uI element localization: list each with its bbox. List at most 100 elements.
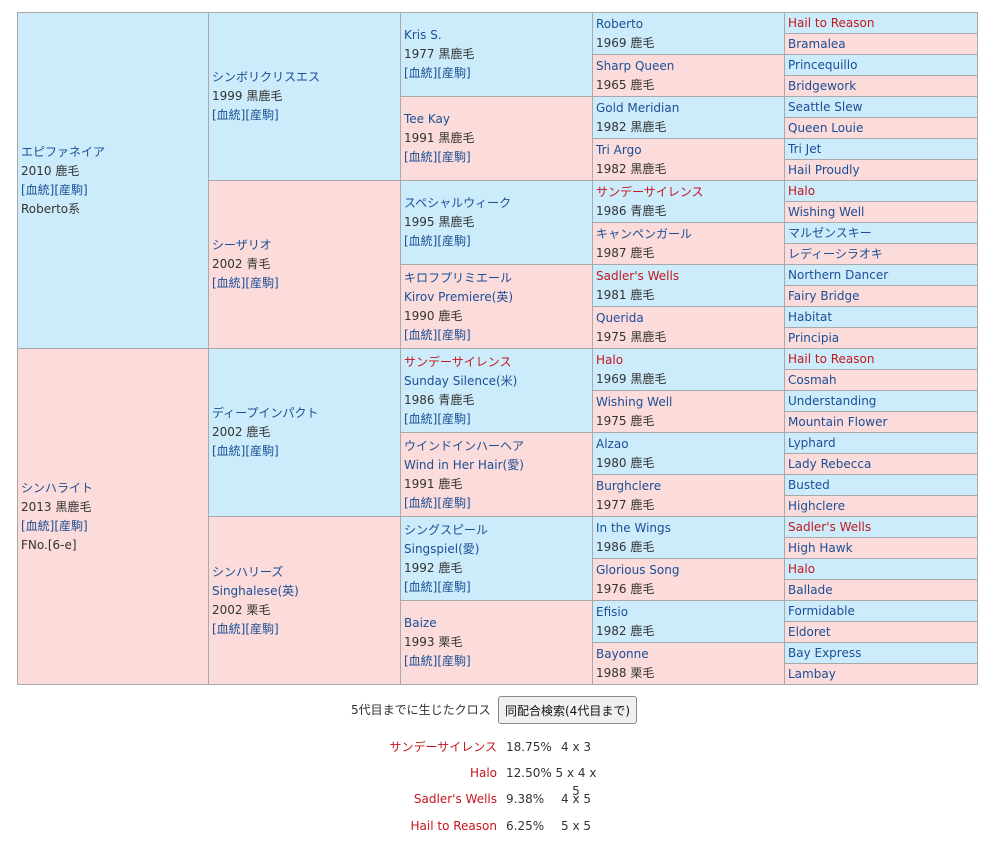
cross-horse-link[interactable]: Sadler's Wells: [413, 792, 497, 806]
horse-name-link[interactable]: Ballade: [788, 582, 833, 597]
horse-name-link[interactable]: Tri Jet: [788, 141, 822, 156]
horse-name-link[interactable]: Hail to Reason: [788, 351, 875, 366]
pedigree-row: シーザリオ 2002 青毛 [血統][産駒] スペシャルウィーク 1995 黒鹿毛 [血統…: [18, 180, 978, 349]
pedigree-progeny-links[interactable]: [血統][産駒]: [404, 150, 471, 164]
horse-name-link[interactable]: Halo: [788, 561, 816, 576]
horse-name-link[interactable]: スペシャルウィーク: [404, 196, 512, 210]
horse-name-link[interactable]: Understanding: [788, 393, 877, 408]
horse-name-link[interactable]: Hail to Reason: [788, 15, 875, 30]
horse-name-link[interactable]: Highclere: [788, 498, 845, 513]
horse-name-link[interactable]: Mountain Flower: [788, 414, 888, 429]
horse-name-link[interactable]: Hail Proudly: [788, 162, 860, 177]
horse-name-link[interactable]: Princequillo: [788, 57, 858, 72]
horse-name-link[interactable]: Baize: [404, 616, 437, 630]
pedigree-progeny-links[interactable]: [血統][産駒]: [212, 621, 279, 636]
horse-name-link[interactable]: Habitat: [788, 309, 833, 324]
horse-name-link[interactable]: Bayonne: [596, 646, 649, 661]
pedigree-cell-g4: Roberto 1969 鹿毛: [592, 12, 785, 55]
horse-name-link[interactable]: Busted: [788, 477, 830, 492]
horse-name-link[interactable]: レディーシラオキ: [788, 246, 883, 261]
cross-pattern: 4 x 3: [561, 740, 591, 754]
horse-name-link[interactable]: Cosmah: [788, 372, 837, 387]
horse-name-link[interactable]: Wishing Well: [596, 394, 673, 409]
horse-english-name[interactable]: Kirov Premiere(英): [404, 289, 514, 304]
horse-name-link[interactable]: シングスピール: [404, 522, 489, 537]
horse-name-link[interactable]: エピファネイア: [21, 144, 106, 159]
horse-english-name[interactable]: Wind in Her Hair(愛): [404, 457, 524, 472]
horse-name-link[interactable]: Lady Rebecca: [788, 456, 872, 471]
cross-horse-link[interactable]: Hail to Reason: [410, 819, 497, 833]
horse-name-link[interactable]: Sadler's Wells: [788, 519, 872, 534]
horse-name-link[interactable]: Fairy Bridge: [788, 288, 860, 303]
pedigree-cell-g5: Lambay: [784, 663, 978, 685]
pedigree-progeny-links[interactable]: [血統][産駒]: [21, 182, 88, 197]
horse-name-link[interactable]: Wishing Well: [788, 204, 865, 219]
horse-name-link[interactable]: ディープインパクト: [212, 406, 319, 420]
horse-name-link[interactable]: キロフプリミエール: [404, 270, 513, 285]
horse-name-link[interactable]: Lyphard: [788, 435, 836, 450]
pedigree-cell-g5: マルゼンスキー: [784, 222, 978, 244]
pedigree-cell-g4: Sadler's Wells 1981 鹿毛: [592, 264, 785, 307]
horse-name-link[interactable]: Tee Kay: [404, 112, 450, 126]
horse-name-link[interactable]: High Hawk: [788, 540, 853, 555]
pedigree-progeny-links[interactable]: [血統][産駒]: [404, 411, 471, 426]
horse-english-name[interactable]: Singhalese(英): [212, 583, 299, 598]
pedigree-cell-g5: Understanding: [784, 390, 978, 412]
pedigree-progeny-links[interactable]: [血統][産駒]: [212, 276, 279, 290]
horse-name-link[interactable]: Roberto: [596, 16, 644, 31]
horse-name-link[interactable]: Glorious Song: [596, 562, 680, 577]
horse-birth-color: 1991 鹿毛: [404, 476, 463, 491]
horse-name-link[interactable]: Eldoret: [788, 624, 831, 639]
horse-english-name[interactable]: Singspiel(愛): [404, 541, 480, 556]
pedigree-progeny-links[interactable]: [血統][産駒]: [404, 234, 471, 248]
pedigree-cell-g4: Querida 1975 黒鹿毛: [592, 306, 785, 349]
horse-name-link[interactable]: Halo: [596, 352, 624, 367]
horse-name-link[interactable]: サンデーサイレンス: [596, 184, 704, 199]
horse-name-link[interactable]: Northern Dancer: [788, 267, 889, 282]
horse-name-link[interactable]: Formidable: [788, 603, 855, 618]
horse-name-link[interactable]: Burghclere: [596, 478, 662, 493]
horse-name-link[interactable]: Gold Meridian: [596, 100, 680, 115]
horse-name-link[interactable]: サンデーサイレンス: [404, 354, 512, 369]
horse-name-link[interactable]: マルゼンスキー: [788, 225, 872, 240]
horse-name-link[interactable]: Lambay: [788, 666, 836, 681]
pedigree-progeny-links[interactable]: [血統][産駒]: [212, 444, 279, 458]
pedigree-progeny-links[interactable]: [血統][産駒]: [404, 495, 471, 510]
horse-name-link[interactable]: Seattle Slew: [788, 99, 863, 114]
horse-name-link[interactable]: Alzao: [596, 436, 629, 451]
horse-name-link[interactable]: Queen Louie: [788, 120, 864, 135]
horse-name-link[interactable]: Principia: [788, 330, 840, 345]
pedigree-row: Tri Argo 1982 黒鹿毛 Tri Jet: [18, 138, 978, 181]
pedigree-progeny-links[interactable]: [血統][産駒]: [21, 518, 88, 533]
horse-name-link[interactable]: シンハライト: [21, 480, 94, 495]
pedigree-progeny-links[interactable]: [血統][産駒]: [404, 327, 471, 342]
pedigree-progeny-links[interactable]: [血統][産駒]: [404, 66, 471, 80]
horse-english-name[interactable]: Sunday Silence(米): [404, 373, 518, 388]
horse-name-link[interactable]: Kris S.: [404, 28, 442, 42]
same-mating-search-button[interactable]: 同配合検索(4代目まで): [498, 696, 637, 724]
cross-horse-link[interactable]: サンデーサイレンス: [389, 740, 497, 754]
horse-name-link[interactable]: In the Wings: [596, 520, 671, 535]
horse-name-link[interactable]: キャンペンガール: [596, 226, 693, 241]
horse-name-link[interactable]: Sharp Queen: [596, 58, 675, 73]
horse-name-link[interactable]: シンボリクリスエス: [212, 70, 321, 84]
horse-name-link[interactable]: Tri Argo: [596, 142, 642, 157]
cross-horse-link[interactable]: Halo: [469, 766, 497, 780]
horse-name-link[interactable]: Bramalea: [788, 36, 846, 51]
horse-name-link[interactable]: Bridgework: [788, 78, 857, 93]
horse-name-link[interactable]: Sadler's Wells: [596, 268, 680, 283]
horse-birth-color: 1991 黒鹿毛: [404, 131, 475, 145]
horse-name-link[interactable]: Halo: [788, 183, 816, 198]
horse-name-link[interactable]: Efisio: [596, 604, 629, 619]
horse-name-link[interactable]: ウインドインハーヘア: [404, 438, 525, 453]
cross-pattern: 5 x 5: [561, 819, 591, 833]
horse-name-link[interactable]: シーザリオ: [212, 238, 272, 252]
pedigree-progeny-links[interactable]: [血統][産駒]: [404, 579, 471, 594]
pedigree-progeny-links[interactable]: [血統][産駒]: [404, 654, 471, 668]
horse-name-link[interactable]: シンハリーズ: [212, 564, 284, 579]
pedigree-cell-g4: Tri Argo 1982 黒鹿毛: [592, 138, 785, 181]
horse-name-link[interactable]: Bay Express: [788, 645, 862, 660]
pedigree-progeny-links[interactable]: [血統][産駒]: [212, 108, 279, 122]
pedigree-cell-g5: Halo: [784, 558, 978, 580]
horse-name-link[interactable]: Querida: [596, 310, 644, 325]
